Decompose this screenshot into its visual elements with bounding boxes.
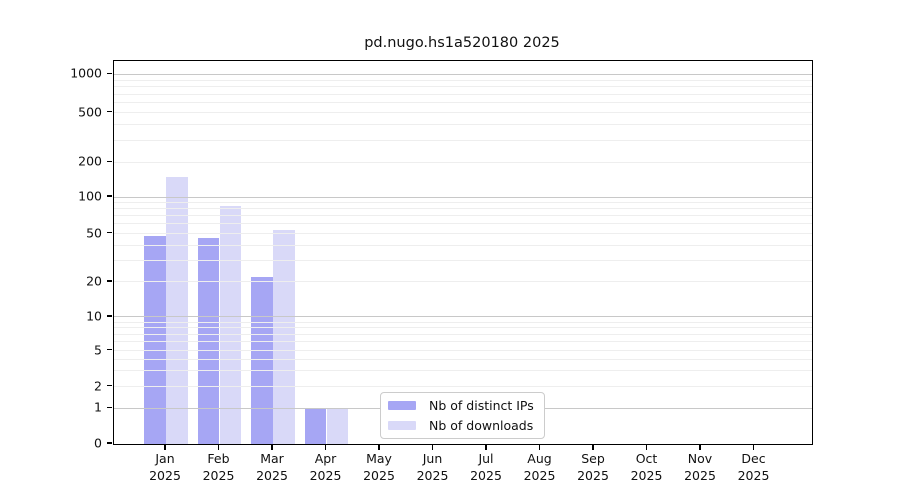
y-tick-mark-100: [107, 195, 112, 197]
x-tick-mark-dec: [752, 444, 755, 450]
x-tick-mark-feb: [217, 444, 220, 450]
bar-distinct-ips-mar: [251, 276, 273, 444]
x-tick-label-may: May 2025: [363, 451, 395, 483]
x-tick-mark-may: [378, 444, 380, 450]
legend-label-distinct-ips: Nb of distinct IPs: [429, 398, 534, 413]
x-tick-label-oct: Oct 2025: [630, 451, 663, 483]
x-tick-label-jan: Jan 2025: [149, 451, 181, 483]
y-tick-mark-2: [107, 384, 112, 387]
x-tick-label-feb: Feb 2025: [202, 451, 235, 483]
x-tick-mark-oct: [645, 444, 648, 450]
y-tick-label-2: 2: [94, 378, 102, 393]
y-tick-label-20: 20: [86, 273, 102, 289]
y-tick-mark-500: [107, 110, 112, 113]
plot-area: Nb of distinct IPs Nb of downloads: [113, 60, 813, 445]
legend-row-distinct-ips: Nb of distinct IPs: [381, 398, 544, 413]
x-tick-mark-mar: [271, 444, 273, 450]
x-tick-label-nov: Nov 2025: [684, 451, 716, 483]
y-tick-mark-1: [107, 406, 112, 409]
legend-swatch-downloads: [388, 421, 416, 430]
bar-downloads-jan: [166, 176, 188, 444]
y-tick-label-200: 200: [78, 153, 102, 169]
x-tick-mark-jun: [431, 444, 434, 450]
x-tick-label-sep: Sep 2025: [577, 451, 609, 483]
x-tick-label-mar: Mar 2025: [256, 451, 288, 483]
y-tick-label-1: 1: [94, 399, 102, 415]
x-tick-mark-jan: [164, 444, 166, 450]
bar-distinct-ips-jan: [144, 235, 166, 444]
bar-distinct-ips-feb: [197, 237, 220, 444]
bar-downloads-mar: [273, 230, 295, 444]
bars-layer: [114, 61, 812, 444]
y-tick-mark-5: [107, 348, 112, 351]
y-tick-label-100: 100: [78, 188, 102, 204]
bar-downloads-feb: [219, 205, 242, 444]
x-tick-mark-aug: [538, 444, 541, 450]
x-tick-mark-jul: [485, 444, 487, 450]
y-tick-mark-200: [107, 160, 112, 163]
x-tick-mark-sep: [592, 444, 594, 450]
bar-downloads-apr: [326, 408, 349, 444]
y-tick-mark-1000: [107, 72, 112, 75]
y-tick-label-5: 5: [94, 342, 102, 357]
x-tick-label-apr: Apr 2025: [309, 451, 342, 483]
legend-row-downloads: Nb of downloads: [381, 418, 544, 433]
bar-distinct-ips-apr: [304, 408, 327, 444]
x-tick-mark-nov: [699, 444, 701, 450]
y-tick-mark-10: [107, 315, 112, 317]
y-tick-mark-20: [107, 280, 112, 282]
x-tick-label-aug: Aug 2025: [523, 451, 556, 483]
legend-label-downloads: Nb of downloads: [429, 418, 534, 433]
y-tick-label-0: 0: [94, 435, 102, 451]
y-tick-label-50: 50: [86, 225, 102, 240]
y-tick-label-500: 500: [78, 104, 102, 119]
legend-swatch-distinct-ips: [388, 401, 416, 410]
y-tick-label-10: 10: [86, 308, 102, 324]
legend: Nb of distinct IPs Nb of downloads: [380, 392, 545, 439]
x-tick-mark-apr: [324, 444, 327, 450]
x-tick-label-jun: Jun 2025: [416, 451, 449, 483]
chart-title: pd.nugo.hs1a520180 2025: [364, 35, 560, 51]
x-tick-label-dec: Dec 2025: [737, 451, 770, 483]
y-tick-mark-0: [107, 442, 112, 444]
y-tick-mark-50: [107, 231, 112, 234]
y-tick-label-1000: 1000: [70, 65, 102, 81]
x-tick-label-jul: Jul 2025: [470, 451, 502, 483]
